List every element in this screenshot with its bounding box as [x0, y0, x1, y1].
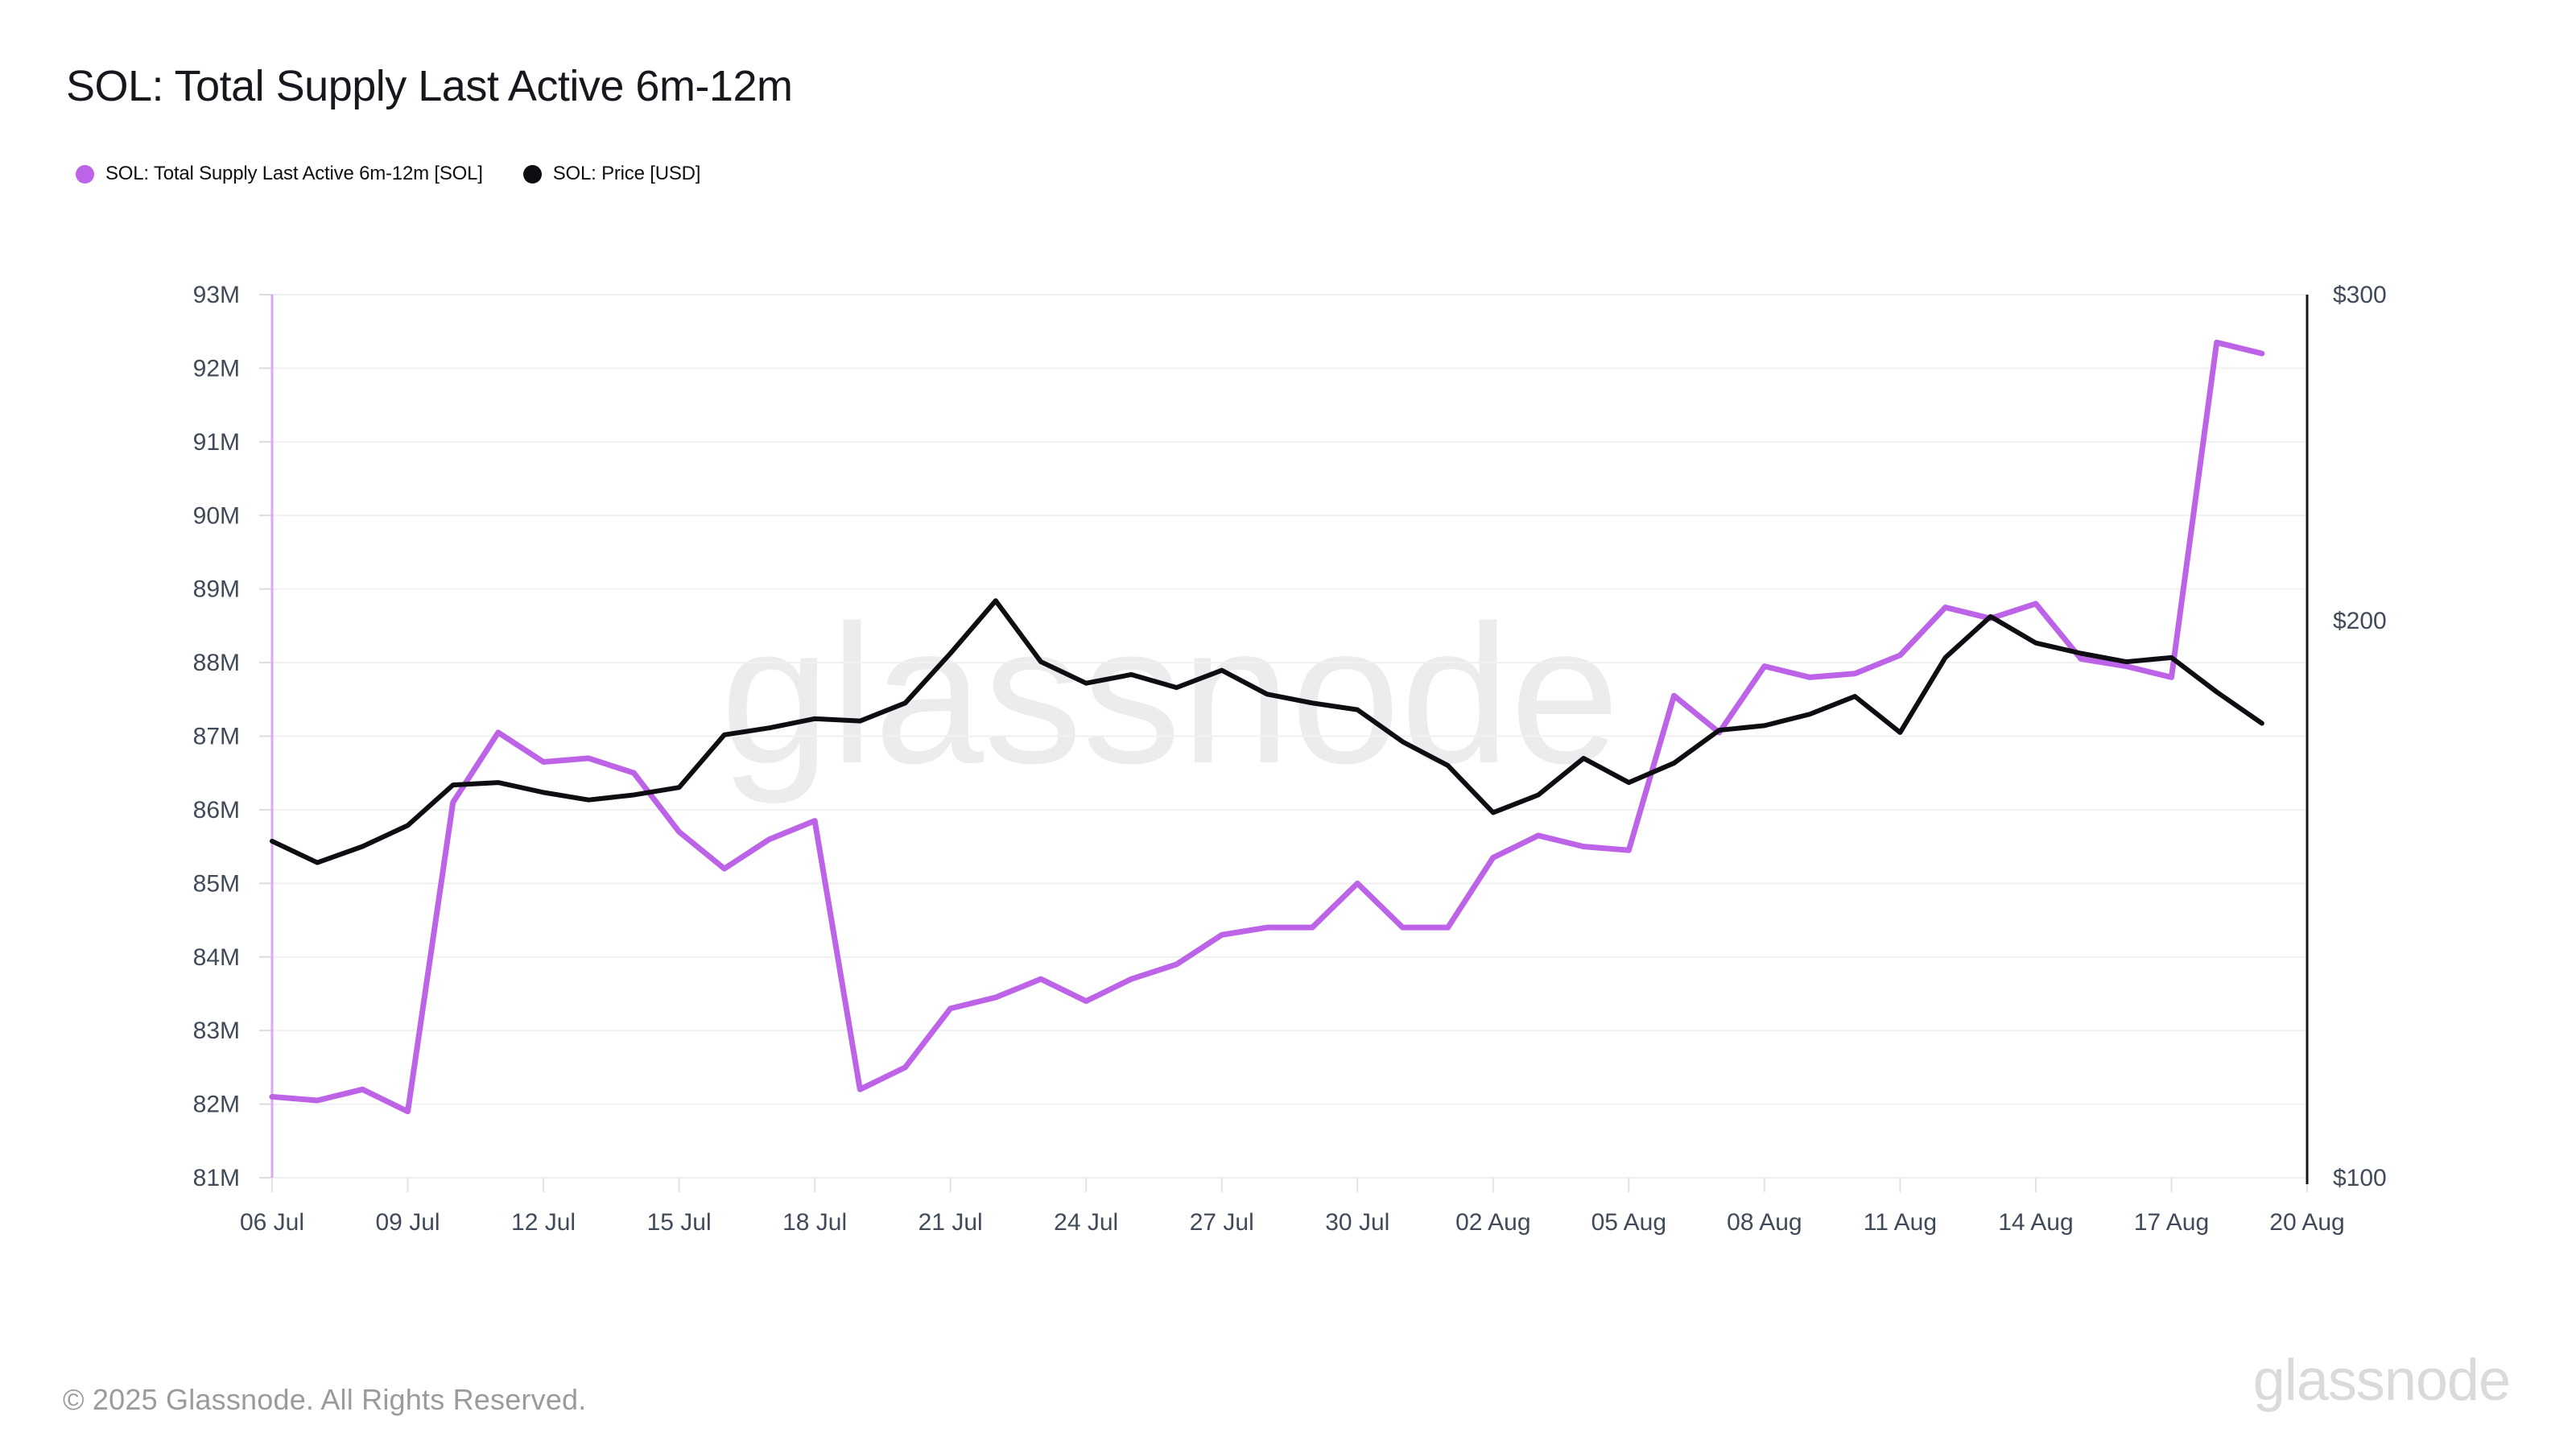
x-axis-tick-label: 11 Aug: [1864, 1209, 1937, 1236]
x-axis-tick-label: 02 Aug: [1455, 1209, 1530, 1236]
y-axis-left-tick-label: 82M: [193, 1092, 240, 1118]
x-axis-tick-label: 24 Jul: [1054, 1209, 1118, 1236]
y-axis-left-tick-label: 83M: [193, 1018, 240, 1044]
y-axis-left-tick-label: 91M: [193, 429, 240, 456]
page-title: SOL: Total Supply Last Active 6m-12m: [66, 62, 793, 110]
x-axis-tick-label: 20 Aug: [2269, 1209, 2344, 1236]
x-axis-tick-label: 17 Aug: [2134, 1209, 2209, 1236]
y-axis-left-tick-label: 81M: [193, 1165, 240, 1191]
x-axis-tick-label: 09 Jul: [376, 1209, 440, 1236]
glassnode-watermark: glassnode: [720, 584, 1620, 804]
legend-label-supply: SOL: Total Supply Last Active 6m-12m [SO…: [105, 163, 483, 184]
x-axis-tick-label: 18 Jul: [782, 1209, 847, 1236]
y-axis-right-tick-label: $300: [2333, 282, 2387, 308]
y-axis-left-tick-label: 88M: [193, 650, 240, 676]
chart-legend: SOL: Total Supply Last Active 6m-12m [SO…: [76, 163, 700, 185]
glassnode-logo: glassnode: [2252, 1348, 2511, 1413]
x-axis-tick-label: 08 Aug: [1727, 1209, 1802, 1236]
legend-item-price[interactable]: SOL: Price [USD]: [522, 163, 701, 185]
y-axis-left-tick-label: 92M: [193, 355, 240, 382]
y-axis-left-tick-label: 85M: [193, 870, 240, 897]
y-axis-left-tick-label: 86M: [193, 797, 240, 824]
x-axis-tick-label: 12 Jul: [511, 1209, 576, 1236]
x-axis-tick-label: 05 Aug: [1591, 1209, 1666, 1236]
x-axis-tick-label: 06 Jul: [240, 1209, 304, 1236]
copyright-text: © 2025 Glassnode. All Rights Reserved.: [63, 1383, 587, 1416]
legend-label-price: SOL: Price [USD]: [552, 163, 701, 184]
price-series-dot-icon: [522, 164, 542, 184]
supply-series-line: [269, 339, 2265, 1115]
y-axis-right-tick-label: $100: [2333, 1165, 2387, 1191]
y-axis-left-tick-label: 89M: [193, 576, 240, 603]
x-axis-tick-label: 15 Jul: [647, 1209, 712, 1236]
y-axis-left-tick-label: 84M: [193, 944, 240, 971]
legend-item-supply[interactable]: SOL: Total Supply Last Active 6m-12m [SO…: [76, 163, 483, 185]
x-axis-tick-label: 27 Jul: [1190, 1209, 1254, 1236]
x-axis-tick-label: 14 Aug: [1998, 1209, 2073, 1236]
y-axis-left-tick-label: 93M: [193, 282, 240, 308]
y-axis-right-tick-label: $200: [2333, 608, 2387, 634]
y-axis-left-tick-label: 90M: [193, 502, 240, 529]
y-axis-left-tick-label: 87M: [193, 724, 240, 750]
price-series-line: [270, 598, 2264, 865]
supply-series-dot-icon: [76, 164, 94, 184]
x-axis-tick-label: 30 Jul: [1325, 1209, 1389, 1236]
x-axis-tick-label: 21 Jul: [919, 1209, 983, 1236]
